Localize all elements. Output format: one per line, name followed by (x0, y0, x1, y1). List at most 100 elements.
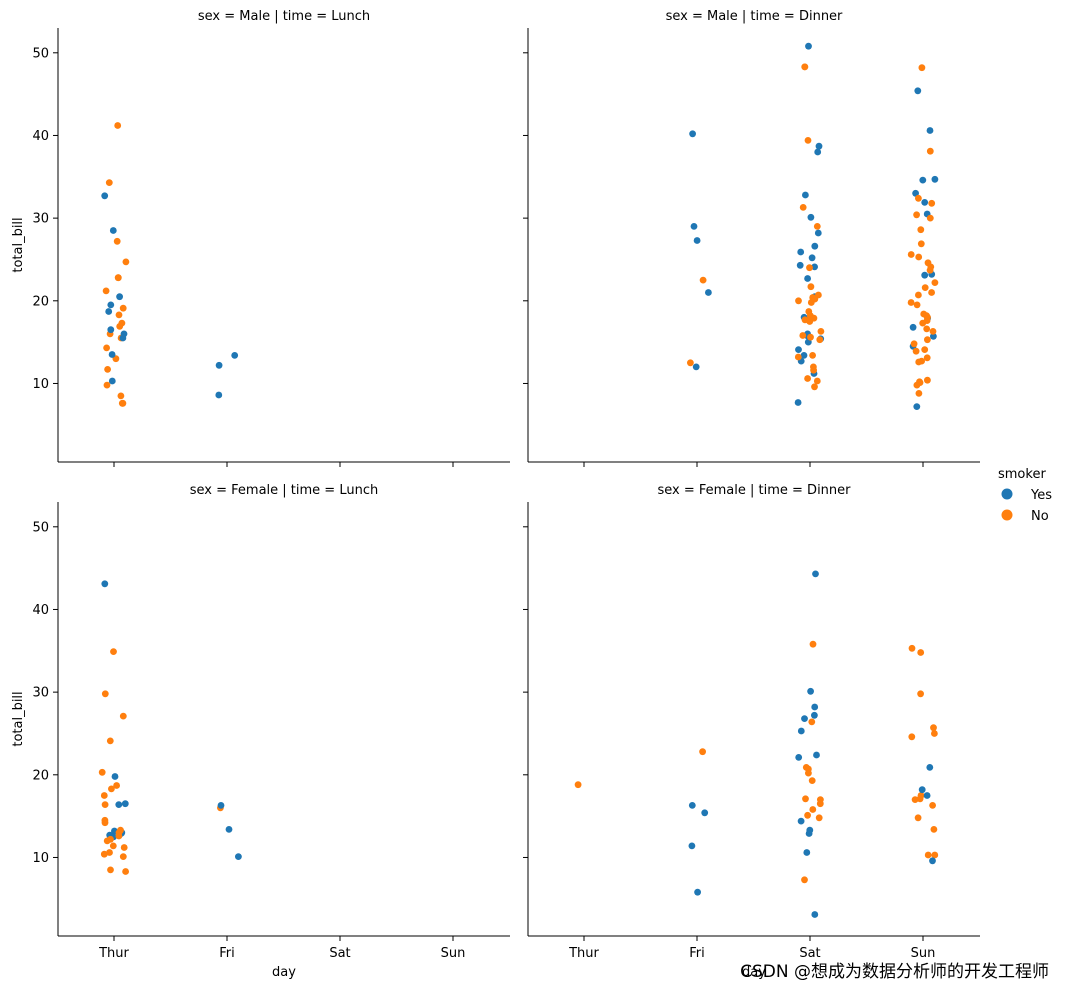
scatter-point-no (919, 319, 927, 327)
scatter-point-no (921, 284, 929, 291)
scatter-point-no (813, 223, 821, 230)
scatter-point-yes (115, 801, 123, 808)
legend-label-yes: Yes (1030, 488, 1052, 503)
scatter-point-yes (215, 361, 223, 369)
scatter-point-no (913, 381, 921, 389)
scatter-point-no (931, 851, 939, 859)
scatter-point-no (915, 194, 922, 202)
scatter-point-yes (108, 377, 116, 385)
scatter-point-no (106, 849, 113, 856)
scatter-point-yes (921, 199, 929, 206)
scatter-point-yes (796, 261, 804, 269)
scatter-point-no (801, 876, 808, 884)
scatter-point-no (926, 214, 934, 222)
scatter-point-yes (801, 715, 808, 722)
scatter-point-yes (688, 842, 696, 850)
panel-title: sex = Female | time = Dinner (657, 483, 851, 498)
scatter-point-yes (811, 911, 819, 918)
scatter-point-no (931, 279, 939, 286)
scatter-point-no (110, 648, 117, 655)
scatter-point-no (802, 795, 809, 803)
scatter-point-no (808, 718, 816, 726)
scatter-point-no (809, 352, 816, 359)
scatter-point-no (119, 853, 127, 860)
scatter-point-no (117, 392, 125, 400)
legend-title: smoker (998, 467, 1046, 482)
scatter-point-yes (688, 802, 696, 809)
scatter-point-no (804, 375, 811, 382)
scatter-point-yes (692, 363, 700, 371)
scatter-point-no (930, 826, 938, 833)
scatter-point-no (119, 304, 127, 312)
scatter-point-no (101, 690, 109, 698)
scatter-point-yes (701, 809, 709, 817)
legend-label-no: No (1031, 509, 1049, 524)
scatter-point-no (101, 801, 109, 808)
scatter-point-no (804, 811, 811, 819)
panel-title: sex = Male | time = Dinner (666, 9, 843, 24)
scatter-point-no (122, 258, 130, 266)
scatter-point-no (807, 283, 815, 291)
scatter-point-yes (800, 352, 808, 359)
scatter-point-yes (813, 751, 820, 759)
scatter-point-yes (689, 130, 696, 138)
scatter-point-no (915, 291, 922, 299)
y-tick-label: 20 (32, 294, 49, 309)
scatter-point-yes (814, 229, 822, 237)
y-tick-label: 30 (32, 212, 49, 227)
panel-title: sex = Male | time = Lunch (198, 9, 370, 24)
scatter-point-no (929, 328, 937, 335)
scatter-point-yes (797, 248, 805, 256)
y-tick-label: 40 (32, 603, 49, 618)
scatter-point-no (103, 837, 111, 845)
scatter-point-yes (108, 351, 116, 358)
scatter-point-yes (107, 301, 115, 309)
scatter-point-no (926, 266, 934, 274)
x-tick-label: Sun (441, 946, 466, 961)
watermark: CSDN @想成为数据分析师的开发工程师 (740, 962, 1049, 982)
panel-title: sex = Female | time = Lunch (190, 483, 378, 498)
scatter-point-yes (797, 727, 805, 735)
scatter-point-no (924, 376, 931, 384)
scatter-point-yes (109, 227, 117, 234)
scatter-point-yes (804, 275, 811, 282)
scatter-point-no (926, 147, 934, 155)
scatter-point-no (912, 347, 920, 355)
y-axis-label: total_bill (11, 217, 26, 272)
scatter-point-no (809, 640, 817, 648)
x-tick-label: Fri (689, 946, 705, 961)
scatter-point-no (106, 737, 114, 745)
scatter-point-yes (811, 263, 818, 271)
legend-marker-yes (1001, 488, 1013, 500)
scatter-point-yes (811, 242, 819, 250)
scatter-point-yes (930, 332, 937, 340)
scatter-point-yes (235, 853, 242, 860)
scatter-point-yes (802, 191, 809, 199)
scatter-point-yes (914, 87, 922, 95)
scatter-point-no (915, 390, 923, 397)
scatter-point-no (929, 802, 936, 809)
scatter-point-no (115, 832, 123, 840)
scatter-point-yes (111, 773, 119, 780)
scatter-point-no (119, 712, 127, 720)
scatter-point-no (924, 851, 932, 859)
scatter-point-no (806, 318, 814, 325)
scatter-point-no (104, 366, 111, 373)
scatter-point-no (917, 226, 925, 234)
scatter-point-no (931, 730, 938, 737)
scatter-point-yes (116, 293, 123, 301)
y-tick-label: 40 (32, 129, 49, 144)
scatter-point-yes (795, 346, 802, 353)
facet-panel: sex = Male | time = Lunch 10 20 30 40 50 total… (11, 9, 510, 467)
y-tick-label: 10 (32, 377, 49, 392)
scatter-point-no (811, 383, 818, 391)
scatter-point-no (101, 819, 109, 827)
scatter-point-no (817, 328, 825, 335)
scatter-point-no (915, 253, 923, 261)
scatter-point-no (910, 340, 918, 348)
scatter-point-no (917, 690, 924, 698)
scatter-point-no (113, 782, 120, 789)
scatter-point-yes (811, 711, 818, 719)
scatter-point-no (107, 866, 114, 874)
